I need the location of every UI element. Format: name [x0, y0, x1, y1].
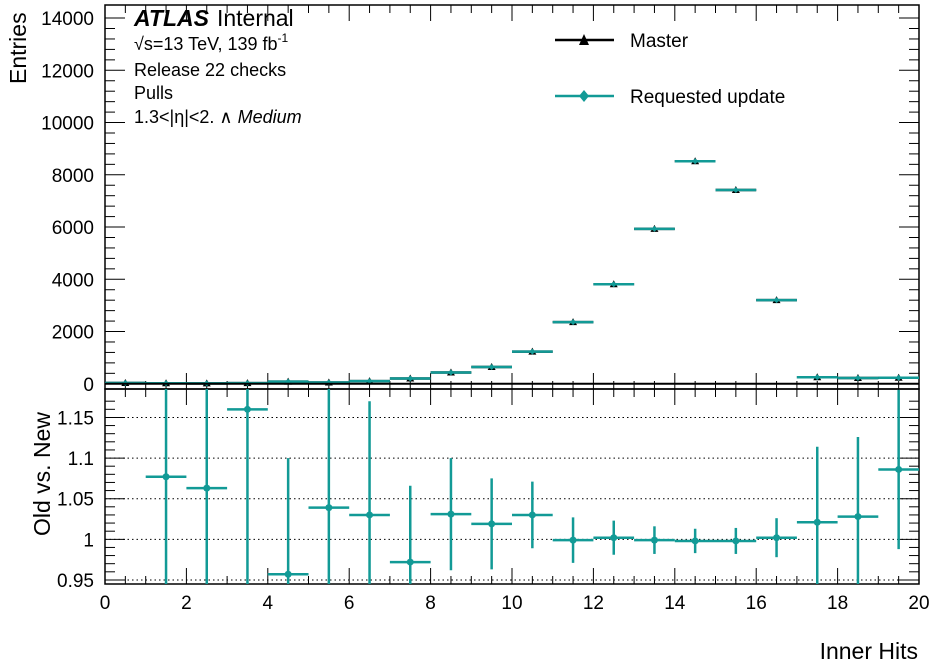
energy-lumi-label: √s=13 TeV, 139 fb: [134, 34, 278, 54]
pulls-label: Pulls: [134, 83, 173, 103]
top-y-tick-label: 2000: [52, 323, 94, 344]
ratio-point: [406, 558, 414, 566]
ratio-point: [488, 520, 496, 528]
ratio-point: [325, 504, 333, 512]
update-marker: [895, 374, 902, 381]
x-tick-label: 0: [100, 593, 111, 614]
top-y-tick-label: 0: [83, 375, 94, 396]
x-tick-label: 16: [746, 593, 767, 614]
ratio-point: [366, 511, 374, 519]
update-marker: [488, 364, 495, 371]
update-marker: [447, 369, 454, 376]
x-tick-label: 8: [425, 593, 436, 614]
ratio-point: [243, 405, 251, 413]
update-marker: [814, 374, 821, 381]
x-tick-label: 4: [263, 593, 274, 614]
legend-item-requested-update: Requested update: [555, 87, 785, 108]
update-marker: [610, 281, 617, 288]
top-y-axis-title: Entries: [5, 12, 31, 84]
ratio-plot-frame: [104, 388, 920, 585]
top-y-tick-label: 8000: [52, 166, 94, 187]
ratio-point: [732, 537, 740, 545]
ratio-point: [691, 537, 699, 545]
update-marker: [529, 348, 536, 355]
x-axis-title: Inner Hits: [820, 638, 918, 664]
x-tick-label: 18: [827, 593, 848, 614]
ratio-point: [162, 473, 170, 481]
ratio-point: [284, 570, 292, 578]
legend-item-master: Master: [555, 31, 689, 52]
x-tick-label: 12: [583, 593, 604, 614]
ratio-grid: [105, 416, 919, 581]
ratio-point: [610, 534, 618, 542]
ratio-y-tick-label: 0.95: [57, 571, 94, 592]
legend-label-requested-update: Requested update: [630, 87, 785, 108]
ratio-point: [813, 518, 821, 526]
atlas-brand: ATLAS: [133, 5, 210, 31]
svg-text:√s=13 TeV, 139 fb-1: √s=13 TeV, 139 fb-1: [134, 31, 288, 54]
x-tick-label: 2: [181, 593, 192, 614]
ratio-y-tick-label: 1.05: [57, 490, 94, 511]
atlas-status: Internal: [217, 5, 294, 31]
working-point-label: Medium: [238, 107, 302, 127]
top-y-tick-label: 4000: [52, 270, 94, 291]
ratio-point: [203, 484, 211, 492]
top-y-tick-label: 10000: [41, 114, 94, 135]
ratio-point: [895, 465, 903, 473]
energy-lumi-exponent: -1: [278, 31, 289, 45]
x-tick-label: 10: [501, 593, 522, 614]
ratio-y-tick-label: 1.1: [68, 449, 94, 470]
legend-marker-requested-update: [579, 90, 589, 102]
top-y-tick-label: 12000: [41, 61, 94, 82]
update-marker: [570, 319, 577, 326]
legend: Master Requested update: [555, 31, 785, 108]
legend-label-master: Master: [630, 31, 689, 52]
atlas-label: ATLAS Internal √s=13 TeV, 139 fb-1 Releas…: [133, 5, 302, 127]
ratio-point: [569, 536, 577, 544]
update-marker: [366, 378, 373, 385]
update-marker: [692, 158, 699, 165]
update-marker: [407, 375, 414, 382]
ratio-point: [528, 511, 536, 519]
ratio-point: [773, 534, 781, 542]
update-marker: [854, 375, 861, 382]
x-tick-label: 14: [664, 593, 686, 614]
ratio-point: [650, 536, 658, 544]
svg-text:1.3<|η|<2. ∧ Medium: 1.3<|η|<2. ∧ Medium: [134, 107, 302, 127]
update-marker: [651, 225, 658, 232]
update-marker: [773, 297, 780, 304]
ratio-series: [145, 389, 919, 584]
ratio-y-tick-label: 1.15: [57, 408, 94, 429]
axis-ticks: 0 2 4 6 8 10 12 14 16 18 20 0 2000 4000 6000 8000 10000 1…: [41, 5, 930, 614]
top-y-tick-label: 14000: [41, 9, 94, 30]
ratio-point: [854, 513, 862, 521]
eta-range-label: 1.3<|η|<2. ∧: [134, 107, 238, 127]
top-series: [105, 157, 919, 387]
top-y-tick-label: 6000: [52, 218, 94, 239]
ratio-y-tick-label: 1: [83, 530, 94, 551]
release-label: Release 22 checks: [134, 60, 286, 80]
update-marker: [732, 186, 739, 193]
ratio-point: [447, 510, 455, 518]
x-tick-label: 6: [344, 593, 355, 614]
legend-marker-master: [579, 34, 589, 45]
x-tick-label: 20: [908, 593, 929, 614]
ratio-y-axis-title: Old vs. New: [29, 412, 55, 536]
